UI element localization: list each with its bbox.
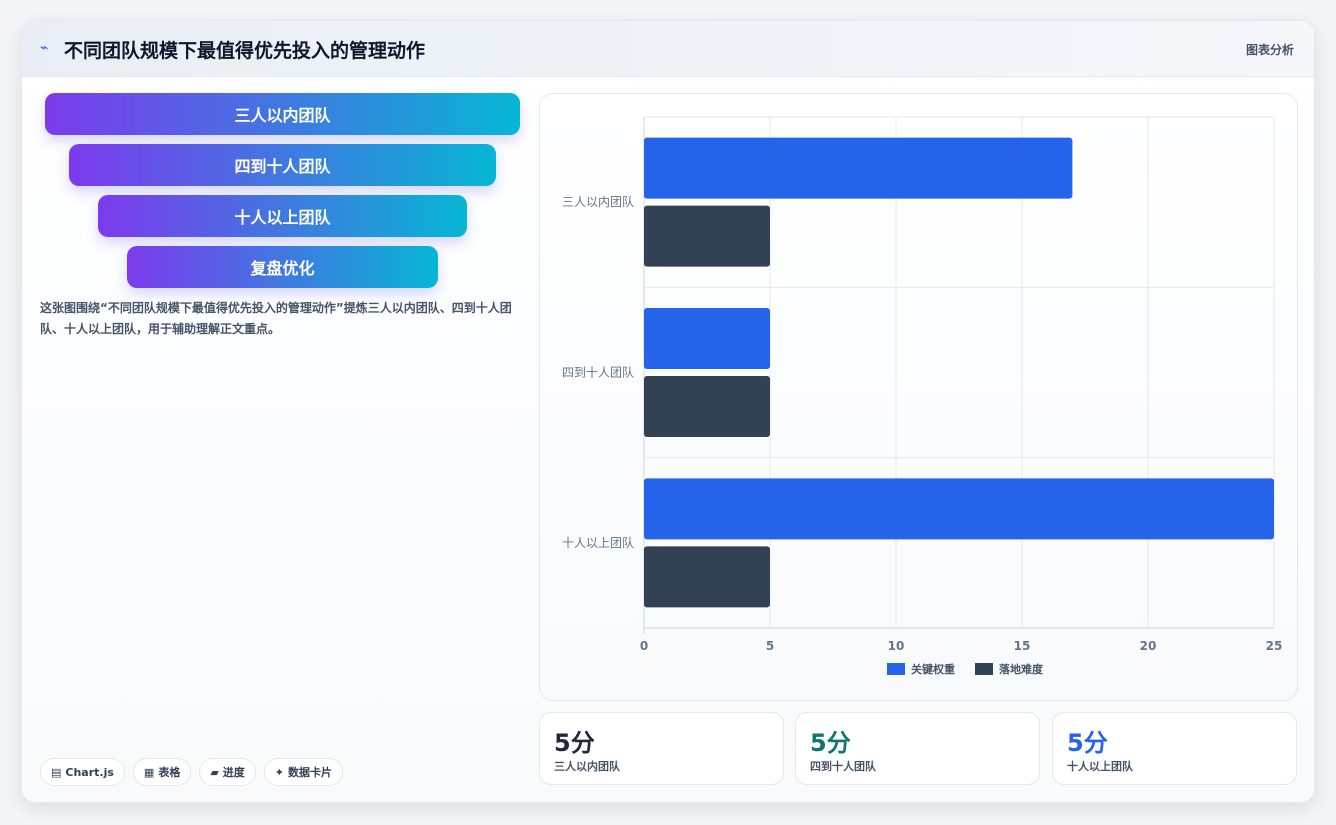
x-tick-label: 0	[640, 639, 648, 653]
tag-list: ▤ Chart.js ▦ 表格 ▰ 进度 ✦ 数据卡片	[40, 758, 344, 786]
bar	[644, 478, 1274, 540]
x-tick-label: 20	[1140, 639, 1157, 653]
tag-label: Chart.js	[65, 765, 114, 779]
legend-swatch	[975, 663, 993, 675]
tag-label: 数据卡片	[288, 766, 333, 779]
x-tick-label: 15	[1014, 639, 1031, 653]
x-tick-label: 5	[766, 639, 774, 653]
chart-icon: ▤	[51, 765, 62, 779]
funnel-stage-3: 十人以上团队	[98, 195, 467, 237]
stat-card-2: 5分 四到十人团队	[795, 712, 1040, 785]
x-tick-label: 25	[1266, 639, 1283, 653]
card-title: 不同团队规模下最值得优先投入的管理动作	[64, 40, 426, 62]
stat-label: 十人以上团队	[1067, 760, 1133, 773]
x-tick-label: 10	[888, 639, 905, 653]
analysis-card: ⌁ 不同团队规模下最值得优先投入的管理动作 图表分析 三人以内团队 四到十人团队…	[21, 20, 1315, 803]
card-header: ⌁ 不同团队规模下最值得优先投入的管理动作 图表分析	[22, 21, 1314, 77]
y-tick-label: 十人以上团队	[562, 535, 634, 550]
stat-label: 四到十人团队	[810, 760, 876, 773]
table-icon: ▦	[143, 765, 155, 779]
funnel-stage-1: 三人以内团队	[45, 93, 520, 135]
legend-label: 落地难度	[999, 662, 1044, 676]
bar	[644, 376, 770, 437]
legend-swatch	[887, 663, 905, 675]
chart-analysis-label: 图表分析	[1245, 43, 1294, 57]
stat-value: 5分	[554, 729, 595, 757]
tag-chartjs[interactable]: ▤ Chart.js	[40, 758, 125, 786]
stat-card-1: 5分 三人以内团队	[539, 712, 784, 785]
funnel-stage-4: 复盘优化	[127, 246, 438, 288]
tag-label: 进度	[222, 766, 245, 779]
bar	[644, 546, 770, 608]
tag-progress[interactable]: ▰ 进度	[199, 758, 256, 786]
bar	[644, 205, 770, 267]
y-tick-label: 三人以内团队	[562, 194, 634, 209]
sparkle-icon: ✦	[274, 765, 285, 779]
tag-data-card[interactable]: ✦ 数据卡片	[263, 758, 344, 786]
bar	[644, 308, 770, 369]
y-tick-label: 四到十人团队	[562, 365, 634, 380]
chart-panel: 三人以内团队 四到十人团队 十人以上团队 0 5 10 15 20 25 关键权重 落地难度	[539, 93, 1298, 701]
legend-label: 关键权重	[911, 662, 955, 676]
trend-icon: ⌁	[40, 40, 49, 56]
tag-label: 表格	[158, 766, 181, 779]
funnel-stage-2: 四到十人团队	[69, 144, 496, 186]
progress-icon: ▰	[210, 765, 219, 779]
chart-description: 这张图围绕“不同团队规模下最值得优先投入的管理动作”提炼三人以内团队、四到十人团…	[40, 301, 512, 336]
stat-value: 5分	[1067, 729, 1108, 757]
stat-label: 三人以内团队	[554, 760, 620, 773]
tag-table[interactable]: ▦ 表格	[132, 758, 192, 786]
stat-card-3: 5分 十人以上团队	[1052, 712, 1297, 785]
bar	[644, 137, 1073, 199]
stat-value: 5分	[810, 729, 851, 757]
